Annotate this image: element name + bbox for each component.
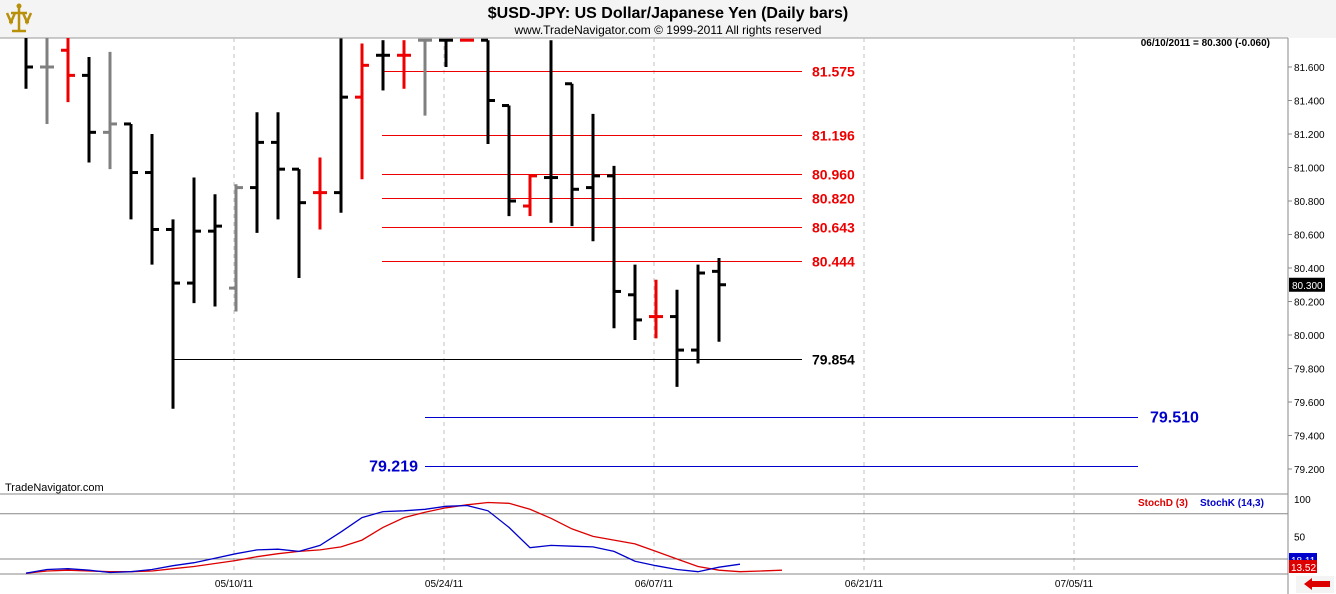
ohlc-bar	[607, 165, 621, 329]
ohlc-bar	[586, 113, 600, 242]
ohlc-bar	[292, 167, 306, 279]
ohlc-bar	[628, 264, 642, 341]
stoch-line-k	[25, 504, 741, 574]
level-label-81.196: 81.196	[812, 128, 855, 144]
level-label-80.820: 80.820	[812, 191, 855, 207]
ohlc-bar	[166, 219, 180, 409]
ohlc-bar	[481, 38, 495, 145]
ohlc-bar	[439, 38, 453, 67]
ohlc-bar	[691, 264, 705, 364]
level-label-79.219: 79.219	[369, 459, 418, 476]
price-tick-label: 81.400	[1294, 97, 1325, 108]
ohlc-bar	[649, 279, 663, 339]
level-label-80.444: 80.444	[812, 254, 855, 270]
level-label-80.960: 80.960	[812, 167, 855, 183]
price-tick-label: 80.600	[1294, 231, 1325, 242]
date-tick-label: 06/07/11	[635, 579, 674, 590]
scroll-right-arrow-icon[interactable]	[1296, 576, 1334, 593]
date-tick-label: 06/21/11	[845, 579, 884, 590]
ohlc-bar	[40, 38, 54, 124]
copyright-text: www.TradeNavigator.com © 1999-2011 All r…	[514, 23, 822, 37]
ohlc-bar	[712, 257, 726, 342]
ohlc-bar	[250, 112, 264, 233]
watermark-text: TradeNavigator.com	[5, 482, 104, 494]
vertical-gridlines	[233, 38, 1075, 574]
chart-title: $USD-JPY: US Dollar/Japanese Yen (Daily …	[488, 5, 848, 22]
date-tick-label: 05/24/11	[425, 579, 464, 590]
ohlc-bar	[313, 157, 327, 230]
level-label-81.575: 81.575	[812, 64, 855, 80]
last-quote-text: 06/10/2011 = 80.300 (-0.060)	[1141, 38, 1270, 49]
ohlc-bar	[355, 43, 369, 180]
price-tick-label: 80.200	[1294, 298, 1325, 309]
stoch-line-d	[25, 501, 783, 574]
price-tick-label: 79.200	[1294, 465, 1325, 476]
ohlc-bar	[544, 40, 558, 223]
ohlc-bars	[24, 38, 726, 409]
ohlc-bar	[334, 38, 348, 213]
ohlc-bar	[187, 177, 201, 304]
price-tick-label: 80.800	[1294, 197, 1325, 208]
ohlc-bar	[103, 51, 117, 170]
stoch-tick-label: 50	[1294, 532, 1306, 543]
ohlc-bar	[208, 194, 222, 307]
ohlc-bar	[271, 112, 285, 220]
price-tick-label: 79.400	[1294, 432, 1325, 443]
price-tick-label: 81.200	[1294, 130, 1325, 141]
ohlc-bar	[670, 289, 684, 387]
last-price-box	[1289, 277, 1325, 292]
price-tick-label: 79.800	[1294, 365, 1325, 376]
ohlc-bar	[124, 122, 138, 220]
ohlc-bar	[397, 40, 411, 89]
ohlc-bar	[502, 104, 516, 217]
price-tick-label: 81.000	[1294, 164, 1325, 175]
ohlc-bar	[145, 134, 159, 265]
ohlc-bar	[82, 56, 96, 163]
ohlc-bar	[523, 174, 537, 217]
date-tick-label: 05/10/11	[215, 579, 254, 590]
price-tick-label: 79.600	[1294, 398, 1325, 409]
price-tick-label: 81.600	[1294, 63, 1325, 74]
stoch-tick-label: 100	[1294, 495, 1311, 506]
ohlc-bar	[61, 38, 75, 103]
trade-navigator-logo-icon[interactable]	[2, 2, 36, 36]
ohlc-bar	[565, 82, 579, 227]
level-label-79.510: 79.510	[1150, 410, 1199, 427]
date-tick-label: 07/05/11	[1055, 579, 1094, 590]
date-axis: 05/10/11 05/24/11 06/07/11 06/21/11 07/05/11	[215, 579, 1094, 590]
level-label-80.643: 80.643	[812, 220, 855, 236]
price-tick-label: 80.400	[1294, 264, 1325, 275]
last-price-label: 80.300	[1292, 281, 1323, 292]
level-label-79.854: 79.854	[812, 352, 855, 368]
stoch-value-label: 13.52	[1291, 563, 1316, 574]
legend-stochk: StochK (14,3)	[1200, 498, 1264, 509]
legend-stochd: StochD (3)	[1138, 498, 1188, 509]
stoch-value-badge	[1289, 560, 1317, 573]
ohlc-bar	[24, 38, 33, 89]
price-tick-label: 80.000	[1294, 331, 1325, 342]
header-bar	[0, 0, 1336, 38]
ohlc-bar	[229, 184, 243, 312]
price-axis: 81.600 81.400 81.200 81.000 80.800 80.600 80.4…	[1288, 63, 1325, 476]
ohlc-bar	[418, 38, 432, 116]
ohlc-bar	[376, 40, 390, 91]
